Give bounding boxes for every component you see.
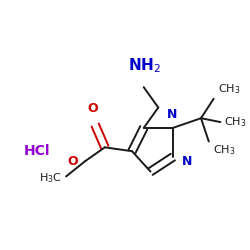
Text: N: N (182, 156, 192, 168)
Text: CH$_3$: CH$_3$ (224, 115, 247, 129)
Text: O: O (67, 156, 78, 168)
Text: N: N (167, 108, 177, 121)
Text: HCl: HCl (24, 144, 50, 158)
Text: O: O (87, 102, 98, 115)
Text: H$_3$C: H$_3$C (39, 172, 62, 185)
Text: CH$_3$: CH$_3$ (213, 144, 235, 157)
Text: NH$_2$: NH$_2$ (128, 57, 161, 76)
Text: CH$_3$: CH$_3$ (218, 82, 241, 96)
